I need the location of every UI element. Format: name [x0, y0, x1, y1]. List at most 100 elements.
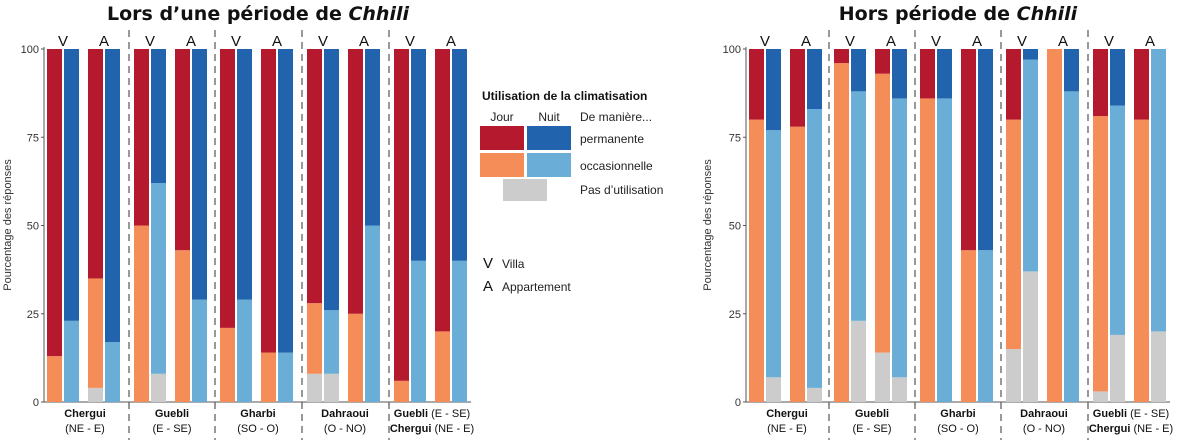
group-name: Guebli [1093, 408, 1127, 420]
left-bar-nuit-permanente [151, 49, 166, 184]
group-name: Chergui [1089, 423, 1131, 435]
left-bar-nuit-permanente [64, 49, 79, 321]
group-name: Dahraoui [1020, 408, 1068, 420]
left-bar-nuit-permanente [452, 49, 467, 261]
right-housing-label: A [886, 33, 896, 50]
legend-swatch-day-permanent [480, 126, 524, 150]
left-housing-label: A [99, 33, 109, 50]
right-bar-jour-occasionnelle [834, 63, 849, 403]
right-bar-nuit-none [892, 377, 907, 402]
legend-jour-label: Jour [490, 110, 513, 124]
right-group-label: Guebli [855, 408, 889, 420]
right-bar-nuit-none [1151, 331, 1166, 402]
right-group-sub: (E - SE) [852, 423, 891, 435]
right-bar-nuit-permanente [892, 49, 907, 99]
left-bar-nuit-occasionnelle [151, 183, 166, 374]
left-housing-label: V [405, 33, 415, 50]
group-sub: (E - SE) [428, 408, 470, 420]
group-sub: (NE - E) [1130, 423, 1173, 435]
left-bar-jour-none [307, 373, 322, 402]
left-group-label: Guebli (E - SE) [394, 408, 470, 420]
left-bar-nuit-permanente [237, 49, 252, 300]
left-bar-nuit-occasionnelle [452, 260, 467, 402]
left-y-tick-label: 75 [27, 132, 39, 144]
right-bar-nuit-permanente [978, 49, 993, 251]
right-bar-jour-permanente [790, 49, 805, 127]
right-bar-jour-none [1006, 349, 1021, 402]
right-housing-label: V [1017, 33, 1027, 50]
left-group-sub: (SO - O) [237, 423, 279, 435]
right-bar-jour-occasionnelle [1047, 49, 1062, 402]
left-bar-nuit-occasionnelle [237, 299, 252, 402]
right-bar-jour-permanente [920, 49, 935, 99]
left-bar-nuit-none [151, 373, 166, 402]
left-bar-jour-occasionnelle [307, 303, 322, 374]
right-housing-label: A [1058, 33, 1068, 50]
right-bar-nuit-permanente [766, 49, 781, 131]
right-group-sub: (SO - O) [937, 423, 979, 435]
left-bar-jour-permanente [435, 49, 450, 332]
right-bar-nuit-permanente [1064, 49, 1079, 92]
left-bar-jour-none [88, 387, 103, 402]
left-bar-jour-occasionnelle [88, 278, 103, 388]
left-bar-nuit-occasionnelle [64, 320, 79, 402]
left-y-tick-label: 50 [27, 221, 39, 233]
left-housing-label: A [446, 33, 456, 50]
left-housing-label: V [231, 33, 241, 50]
left-bar-nuit-occasionnelle [278, 352, 293, 402]
left-bar-jour-permanente [88, 49, 103, 279]
left-bar-nuit-occasionnelle [324, 310, 339, 374]
right-bar-jour-permanente [1134, 49, 1149, 120]
right-group-label: Gharbi [940, 408, 975, 420]
left-housing-label: V [145, 33, 155, 50]
legend-a-text: Appartement [502, 280, 571, 294]
legend-a-symbol: A [483, 278, 493, 295]
left-group-label: Dahraoui [321, 408, 369, 420]
group-name: Chergui [766, 408, 808, 420]
group-name: Guebli [394, 408, 428, 420]
right-bar-nuit-occasionnelle [937, 98, 952, 403]
right-housing-label: V [760, 33, 770, 50]
left-bar-nuit-permanente [105, 49, 120, 342]
group-sub: (NE - E) [431, 423, 474, 435]
left-bar-jour-occasionnelle [435, 331, 450, 402]
left-group-label: Guebli [155, 408, 189, 420]
left-bar-jour-permanente [307, 49, 322, 304]
right-bar-jour-permanente [749, 49, 764, 120]
left-y-axis-label: Pourcentage des réponses [2, 159, 14, 291]
group-name: Chergui [390, 423, 432, 435]
legend-nuit-label: Nuit [538, 110, 560, 124]
right-group-sub: (NE - E) [767, 423, 807, 435]
right-bar-nuit-occasionnelle [1110, 105, 1125, 335]
right-group-label: Chergui [766, 408, 808, 420]
right-group-label: Dahraoui [1020, 408, 1068, 420]
left-housing-label: V [318, 33, 328, 50]
left-bar-jour-occasionnelle [394, 380, 409, 402]
right-bar-nuit-occasionnelle [1064, 91, 1079, 403]
right-bar-jour-permanente [834, 49, 849, 64]
left-group-sub: (E - SE) [152, 423, 191, 435]
left-housing-label: V [58, 33, 68, 50]
right-bar-nuit-occasionnelle [1023, 59, 1038, 272]
legend-swatch-none [503, 179, 547, 201]
right-housing-label: A [801, 33, 811, 50]
right-bar-nuit-none [851, 320, 866, 402]
left-bar-jour-permanente [348, 49, 363, 314]
legend-occasionnelle: occasionnelle [580, 159, 653, 173]
group-name: Gharbi [940, 408, 975, 420]
legend-permanente: permanente [580, 132, 644, 146]
group-name: Guebli [155, 408, 189, 420]
left-bar-jour-occasionnelle [348, 313, 363, 402]
right-housing-label: A [972, 33, 982, 50]
left-bar-nuit-permanente [365, 49, 380, 226]
right-bar-nuit-none [1110, 334, 1125, 402]
right-bar-jour-permanente [875, 49, 890, 74]
left-bar-jour-permanente [47, 49, 62, 357]
right-bar-nuit-permanente [937, 49, 952, 99]
right-y-tick-label: 75 [729, 132, 741, 144]
right-group-label: Guebli (E - SE) [1093, 408, 1169, 420]
left-housing-label: A [359, 33, 369, 50]
left-bar-jour-occasionnelle [175, 250, 190, 402]
